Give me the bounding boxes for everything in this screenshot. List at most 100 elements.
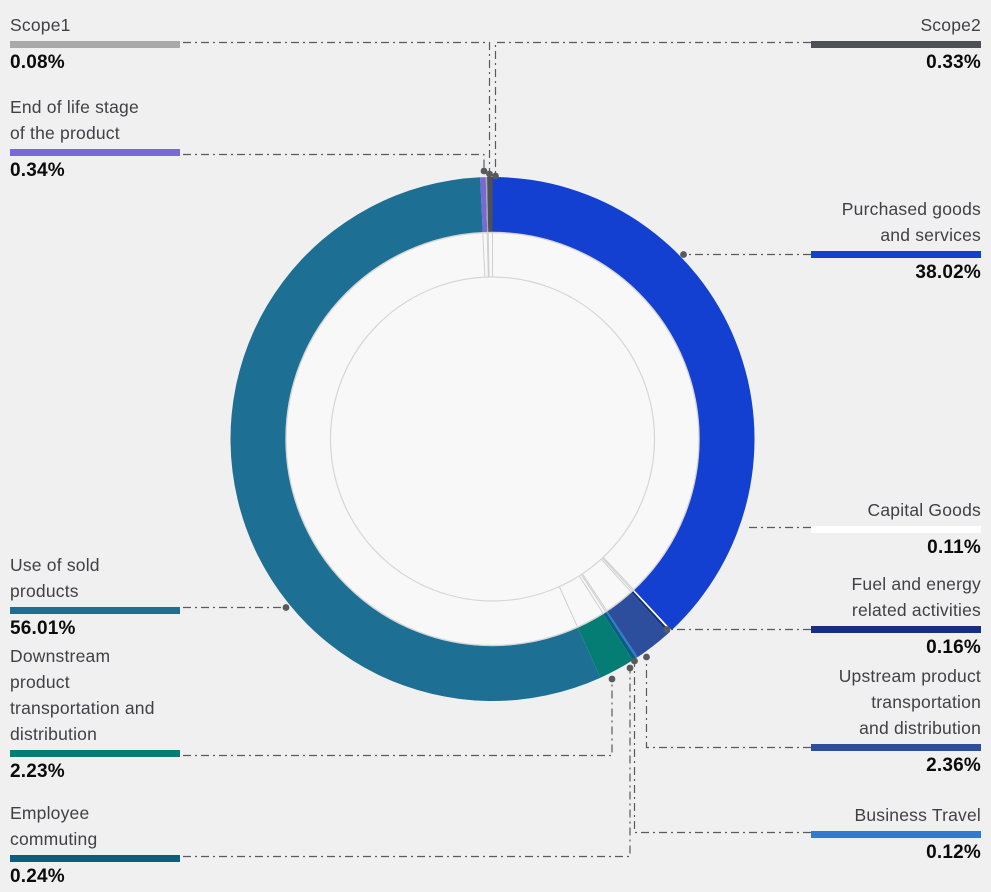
slice-separator-line	[578, 575, 604, 614]
slice-scope2[interactable]	[487, 177, 493, 233]
slice-downstream_transport[interactable]	[577, 613, 633, 678]
callout-end_of_life: End of life stage of the product 0.34%	[10, 94, 180, 183]
callout-percentage: 0.34%	[10, 160, 65, 181]
slice-fuel_energy[interactable]	[631, 591, 671, 634]
callout-capital_goods: Capital Goods 0.11%	[811, 497, 981, 560]
callout-label-line: Capital Goods	[867, 500, 981, 520]
callout-label-line: Scope1	[10, 15, 71, 35]
inner-guide-circle	[329, 276, 656, 602]
slice-separator-line	[602, 556, 634, 590]
callout-percentage: 56.01%	[10, 618, 76, 639]
callout-percentage: 2.36%	[926, 755, 981, 776]
callout-label-text: Employee commuting	[10, 800, 180, 852]
leader-dot-employee_commuting	[626, 664, 634, 672]
callout-percentage: 0.16%	[926, 637, 981, 658]
callout-label-line: Purchased goods	[841, 199, 981, 219]
slice-use_of_sold[interactable]	[230, 177, 601, 702]
callout-label-text: End of life stage of the product	[10, 94, 180, 146]
callout-label-line: Business Travel	[854, 805, 981, 825]
callout-label-text: Downstream product transportation and distr…	[10, 643, 180, 747]
callout-color-bar	[10, 607, 180, 614]
leader-line-scope2	[494, 41, 811, 174]
callout-label-line: product	[10, 672, 70, 692]
leader-dot-fuel_energy	[663, 626, 671, 633]
callout-percentage: 0.12%	[926, 842, 981, 863]
callout-label-text: Business Travel	[811, 802, 981, 828]
leader-dot-use_of_sold	[282, 604, 290, 611]
leader-dot-business_travel	[631, 657, 638, 665]
callout-label-text: Use of sold products	[10, 552, 180, 604]
callout-color-bar	[811, 251, 981, 258]
leader-line-employee_commuting	[183, 671, 631, 858]
callout-use_of_sold: Use of sold products 56.01%	[10, 552, 180, 641]
leader-line-upstream_transport	[645, 660, 811, 749]
callout-fuel_energy: Fuel and energy related activities 0.16%	[811, 571, 981, 660]
callout-label-text: Scope2	[811, 12, 981, 38]
slice-separator-line	[581, 573, 608, 611]
leader-dot-end_of_life	[480, 167, 488, 175]
leader-dot-scope1	[486, 170, 493, 178]
callout-purchased_goods: Purchased goods and services 38.02%	[811, 196, 981, 285]
slice-capital_goods[interactable]	[632, 590, 672, 632]
slice-separator-line	[602, 557, 633, 591]
callout-color-bar	[10, 41, 180, 48]
callout-percentage: 0.11%	[927, 537, 981, 558]
callout-label-line: Use of sold	[10, 555, 100, 575]
callout-color-bar	[10, 149, 180, 156]
slice-separator-line	[600, 558, 632, 593]
callout-label-line: distribution	[10, 724, 98, 744]
callout-label-text: Capital Goods	[811, 497, 981, 523]
callout-label-line: and distribution	[859, 718, 981, 738]
slice-separator-line	[486, 233, 489, 278]
slice-end_of_life[interactable]	[480, 177, 488, 233]
slice-business_travel[interactable]	[605, 611, 638, 659]
callout-color-bar	[811, 744, 981, 751]
callout-label-line: products	[10, 581, 79, 601]
callout-label-line: transportation and	[10, 698, 155, 718]
donut-inner-disc	[285, 231, 700, 647]
callout-label-line: End of life stage	[10, 97, 139, 117]
callout-percentage: 0.33%	[926, 52, 981, 73]
leader-dot-downstream_transport	[608, 675, 616, 683]
callout-percentage: 0.24%	[10, 866, 65, 887]
callout-label-line: Fuel and energy	[851, 574, 981, 594]
callout-color-bar	[811, 626, 981, 633]
callout-label-text: Fuel and energy related activities	[811, 571, 981, 623]
callout-label-line: Downstream	[10, 646, 111, 666]
slice-separator-line	[580, 574, 606, 612]
callout-percentage: 38.02%	[915, 262, 981, 283]
callout-label-line: Scope2	[920, 15, 981, 35]
callout-label-text: Scope1	[10, 12, 180, 38]
callout-downstream_transport: Downstream product transportation and distr…	[10, 643, 180, 784]
slice-separator-line	[487, 233, 490, 278]
leader-line-end_of_life	[183, 153, 485, 169]
callout-label-line: and services	[880, 225, 981, 245]
slice-purchased_goods[interactable]	[492, 177, 755, 631]
callout-color-bar	[811, 831, 981, 838]
callout-business_travel: Business Travel 0.12%	[811, 802, 981, 865]
callout-label-text: Purchased goods and services	[811, 196, 981, 248]
slice-separator-line	[558, 586, 578, 627]
leader-dot-scope2	[492, 172, 499, 180]
callout-color-bar	[811, 526, 981, 533]
slice-upstream_transport[interactable]	[607, 592, 669, 658]
callout-scope1: Scope1 0.08%	[10, 12, 180, 75]
callout-label-line: Employee	[10, 803, 90, 823]
callout-percentage: 0.08%	[10, 52, 65, 73]
callout-upstream_transport: Upstream product transportation and distri…	[811, 663, 981, 778]
slice-employee_commuting[interactable]	[603, 612, 637, 661]
callout-label-text: Upstream product transportation and distri…	[811, 663, 981, 741]
callout-color-bar	[10, 750, 180, 757]
callout-label-line: Upstream product	[838, 666, 981, 686]
callout-scope2: Scope2 0.33%	[811, 12, 981, 75]
callout-label-line: of the product	[10, 123, 120, 143]
leader-line-scope1	[183, 41, 491, 172]
slice-scope1[interactable]	[485, 177, 489, 233]
leader-dot-purchased_goods	[680, 251, 687, 258]
leader-dot-upstream_transport	[643, 653, 650, 661]
callout-label-line: transportation	[871, 692, 981, 712]
leader-line-business_travel	[633, 664, 811, 834]
callout-color-bar	[811, 41, 981, 48]
